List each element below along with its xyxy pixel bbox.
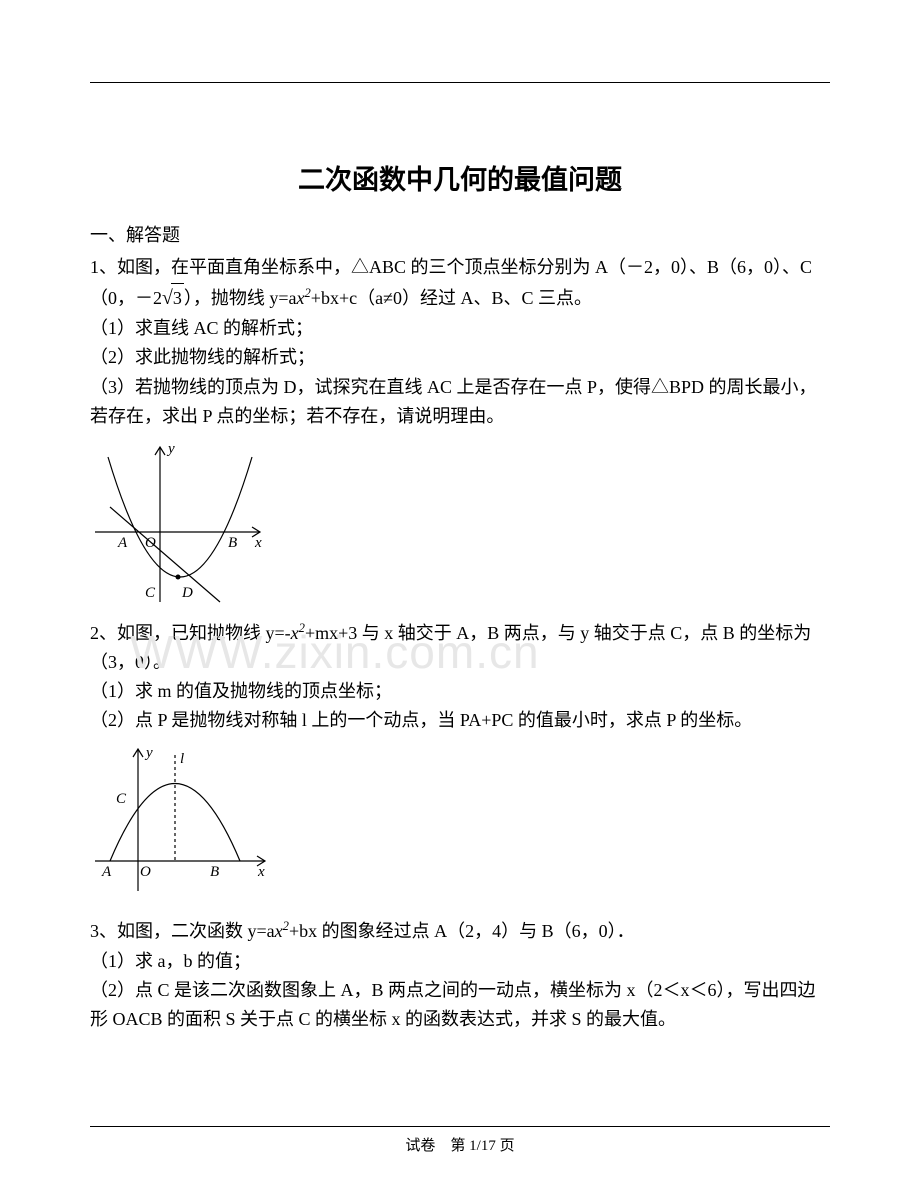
p2-q2: （2）点 P 是抛物线对称轴 l 上的一个动点，当 PA+PC 的值最小时，求点…	[90, 706, 830, 735]
fig1-label-C: C	[145, 585, 156, 601]
section-heading: 一、解答题	[90, 221, 830, 247]
p2-q1: （1）求 m 的值及抛物线的顶点坐标；	[90, 677, 830, 706]
p3-intro-b: +bx 的图象经过点 A（2，4）与 B（6，0）．	[289, 921, 635, 941]
x-squared-3: x2	[275, 921, 289, 941]
footer-rule	[90, 1126, 830, 1127]
footer-text: 试卷 第 1/17 页	[0, 1134, 920, 1155]
p3-q2: （2）点 C 是该二次函数图象上 A，B 两点之间的一动点，横坐标为 x（2＜x…	[90, 976, 830, 1034]
figure-2: y l x A O B C	[90, 741, 830, 906]
axis-l-label: l	[180, 751, 184, 767]
axis-x-label-2: x	[257, 864, 265, 880]
p3-q1: （1）求 a，b 的值；	[90, 947, 830, 976]
axis-x-label: x	[254, 535, 262, 551]
page-content: 二次函数中几何的最值问题 一、解答题 1、如图，在平面直角坐标系中，△ABC 的…	[0, 0, 920, 1084]
x-squared-2: x2	[291, 623, 305, 643]
p1-q2: （2）求此抛物线的解析式；	[90, 343, 830, 372]
p1-q1: （1）求直线 AC 的解析式；	[90, 314, 830, 343]
problem-1: 1、如图，在平面直角坐标系中，△ABC 的三个顶点坐标分别为 A（－2，0）、B…	[90, 253, 830, 431]
fig1-label-O: O	[145, 535, 156, 551]
problem-3: 3、如图，二次函数 y=ax2+bx 的图象经过点 A（2，4）与 B（6，0）…	[90, 916, 830, 1034]
problem-2: 2、如图，已知抛物线 y=-x2+mx+3 与 x 轴交于 A，B 两点，与 y…	[90, 618, 830, 736]
fig2-label-A: A	[101, 864, 112, 880]
fig1-label-D: D	[181, 585, 193, 601]
p1-intro-c: +bx+c（a≠0）经过 A、B、C 三点。	[311, 288, 592, 308]
fig1-label-B: B	[228, 535, 237, 551]
sqrt-3: √3	[162, 282, 184, 314]
x-squared: x2	[297, 288, 311, 308]
p1-q3: （3）若抛物线的顶点为 D，试探究在直线 AC 上是否存在一点 P，使得△BPD…	[90, 373, 830, 431]
fig2-label-B: B	[210, 864, 219, 880]
axis-y-label: y	[166, 441, 175, 457]
p2-intro-a: 2、如图，已知抛物线 y=-	[90, 623, 291, 643]
fig1-label-A: A	[117, 535, 128, 551]
fig2-label-C: C	[116, 791, 127, 807]
header-rule	[90, 82, 830, 83]
document-title: 二次函数中几何的最值问题	[90, 158, 830, 197]
p3-intro-a: 3、如图，二次函数 y=a	[90, 921, 275, 941]
figure-1: y x A O B C D	[90, 437, 830, 614]
p1-intro-b: ），抛物线 y=a	[184, 288, 297, 308]
fig2-label-O: O	[140, 864, 151, 880]
axis-y-label-2: y	[144, 745, 153, 761]
